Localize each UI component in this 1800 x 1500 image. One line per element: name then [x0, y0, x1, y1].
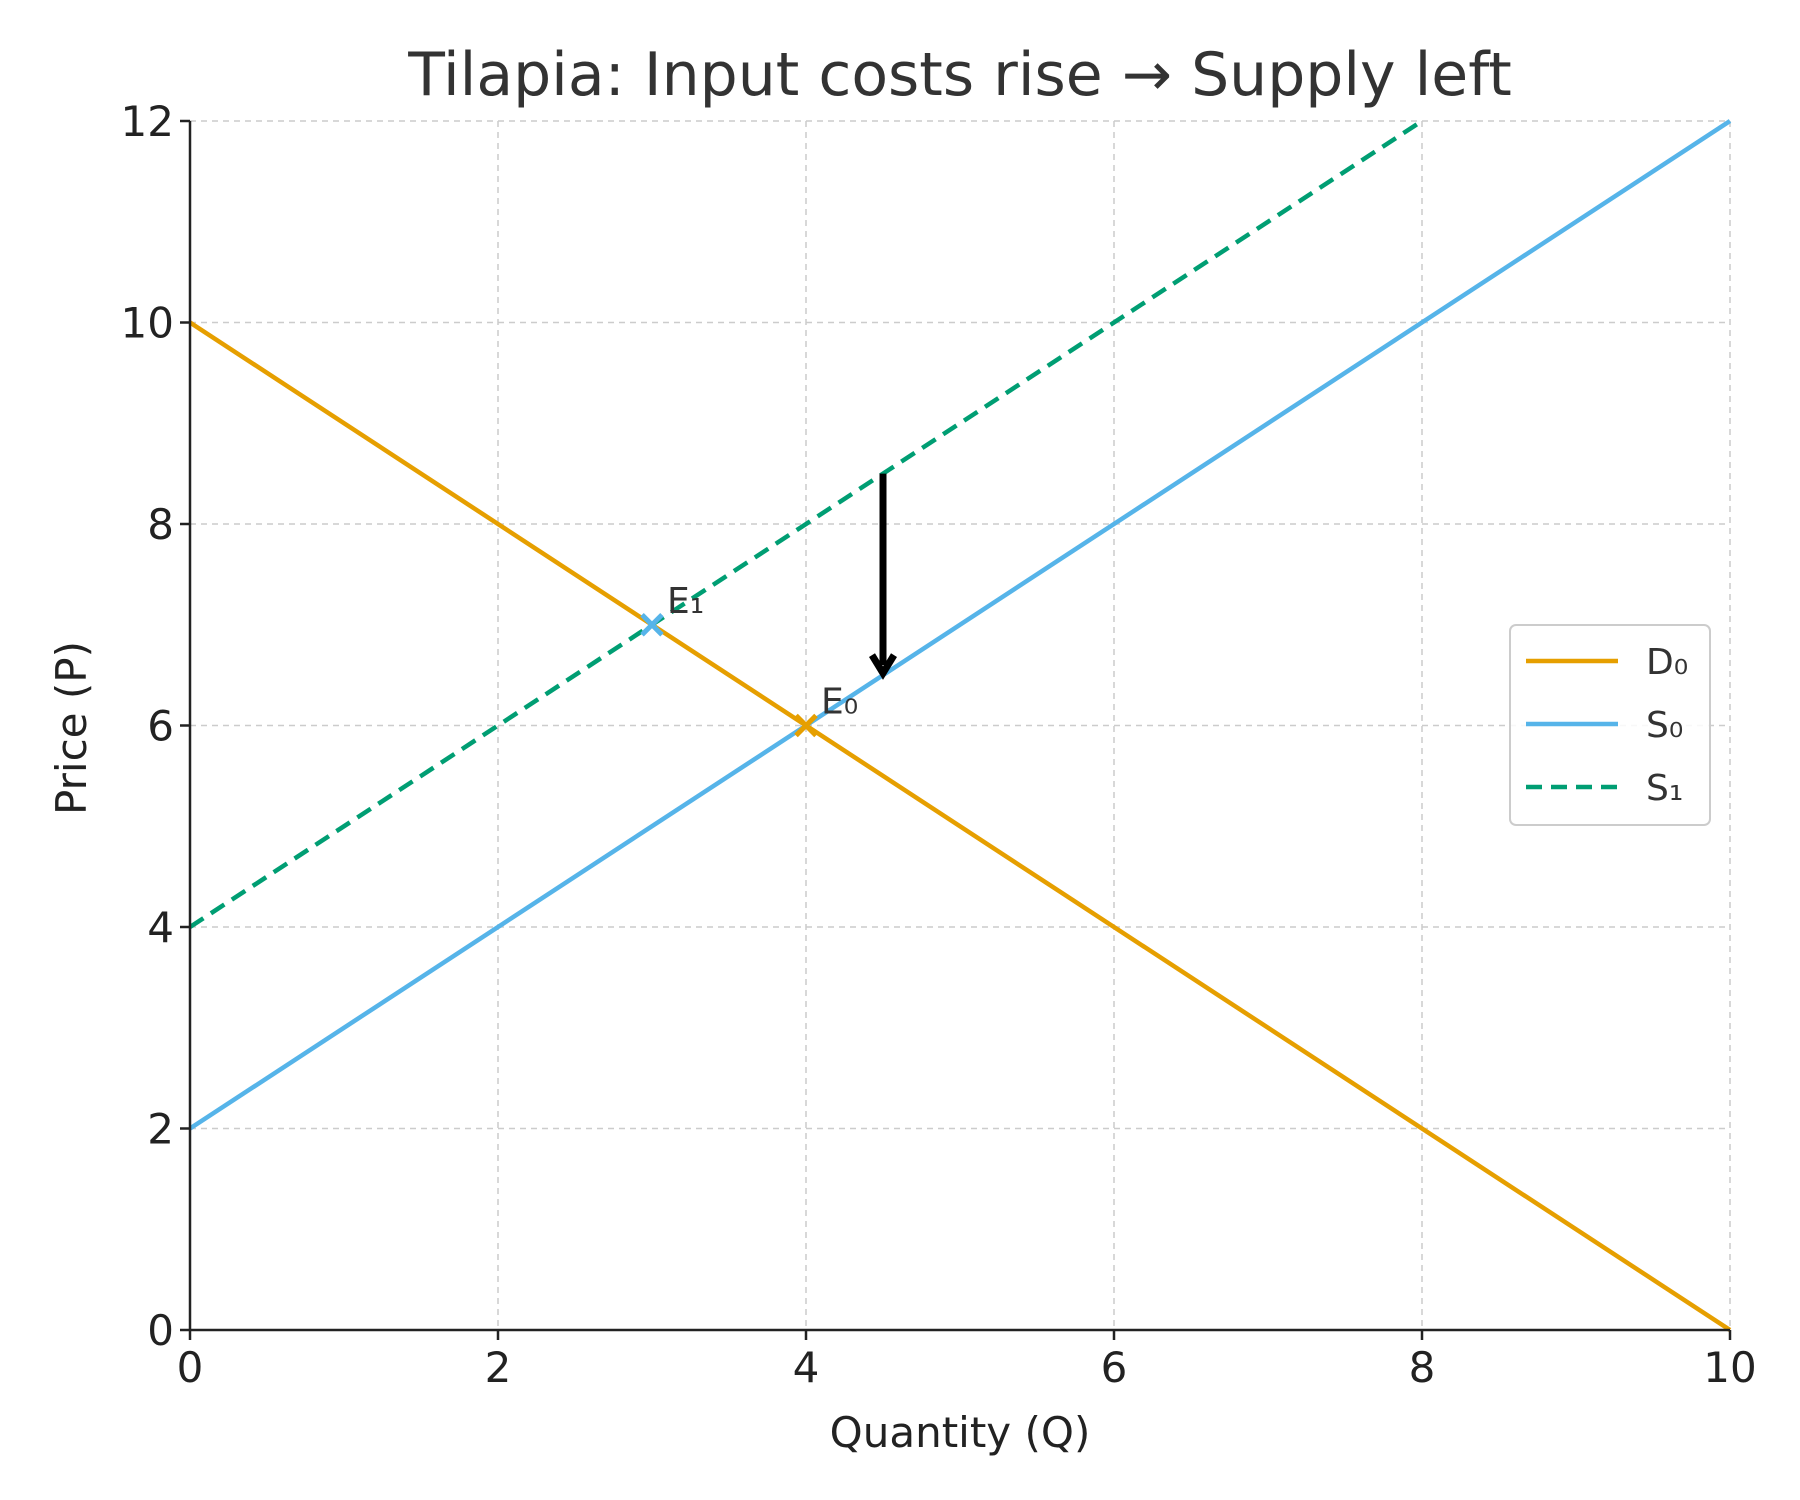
y-tick-label: 4 [147, 903, 174, 952]
equilibrium-marker-0 [794, 713, 818, 738]
series-line-1 [188, 119, 1732, 1131]
legend-label-2: S₁ [1646, 768, 1683, 809]
x-axis-label: Quantity (Q) [830, 1408, 1091, 1457]
tick-labels: 0 2 4 6 8 10 0 2 4 6 8 10 12 [121, 97, 1757, 1392]
y-tick-label: 2 [147, 1105, 174, 1154]
series-line-2 [188, 119, 1424, 929]
series-lines [188, 119, 1732, 1332]
equilibrium-label-1: E₁ [667, 581, 704, 622]
y-tick-label: 0 [147, 1306, 174, 1355]
x-tick-label: 2 [485, 1343, 512, 1392]
y-axis-label: Price (P) [47, 641, 96, 815]
legend-label-0: D₀ [1646, 642, 1688, 683]
y-tick-label: 6 [147, 702, 174, 751]
y-tick-label: 8 [147, 500, 174, 549]
equilibrium-markers: E₀ E₁ [640, 581, 858, 738]
y-tick-label: 10 [121, 299, 174, 348]
equilibrium-marker-1 [640, 612, 664, 637]
legend-label-1: S₀ [1646, 705, 1683, 746]
x-tick-label: 0 [177, 1343, 204, 1392]
grid [189, 120, 1731, 1331]
x-tick-label: 6 [1101, 1343, 1128, 1392]
y-tick-label: 12 [121, 97, 174, 146]
series-line-0 [188, 320, 1732, 1332]
x-tick-label: 4 [793, 1343, 820, 1392]
legend: D₀ S₀ S₁ [1509, 624, 1711, 826]
x-tick-label: 8 [1409, 1343, 1436, 1392]
shift-arrow-head [869, 653, 897, 680]
x-tick-label: 10 [1703, 1343, 1756, 1392]
equilibrium-label-0: E₀ [821, 682, 858, 723]
chart-title: Tilapia: Input costs rise → Supply left [407, 40, 1512, 110]
